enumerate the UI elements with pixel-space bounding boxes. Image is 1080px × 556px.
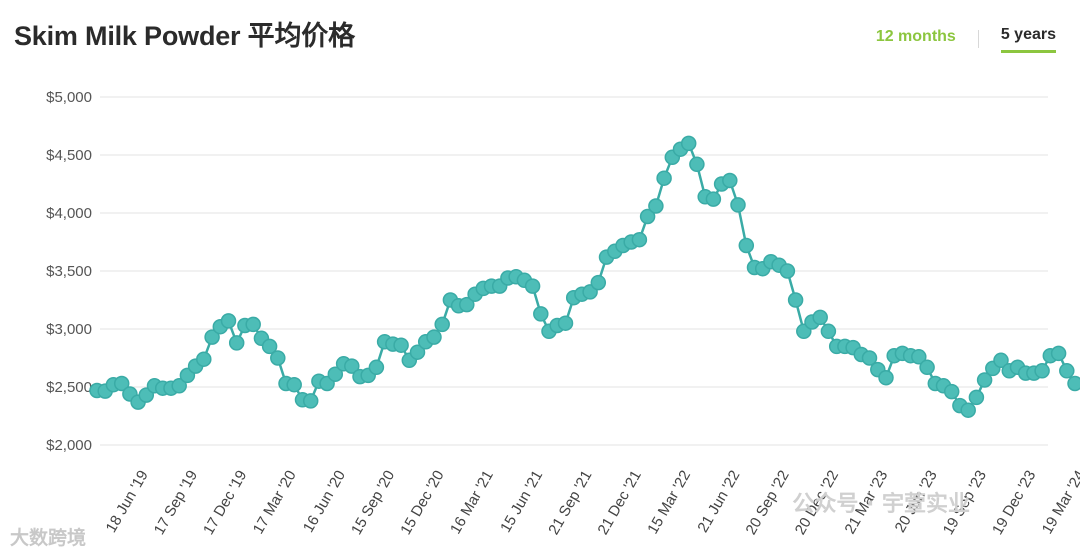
x-tick-label: 19 Mar '24 bbox=[1039, 468, 1080, 537]
data-point bbox=[1067, 375, 1080, 392]
y-tick-label: $5,000 bbox=[46, 89, 92, 106]
data-point bbox=[911, 349, 927, 365]
data-point bbox=[779, 263, 796, 279]
x-tick-label: 17 Sep '19 bbox=[151, 468, 201, 538]
data-point bbox=[639, 208, 656, 225]
tab-12-months[interactable]: 12 months bbox=[875, 27, 956, 45]
data-point bbox=[1050, 345, 1067, 362]
grid-lines bbox=[100, 96, 1048, 446]
watermark-left: 大数跨境 bbox=[10, 527, 87, 549]
data-point bbox=[368, 359, 385, 376]
x-tick-label: 17 Mar '20 bbox=[250, 468, 300, 537]
data-point bbox=[680, 135, 697, 152]
data-point bbox=[113, 375, 130, 392]
data-point bbox=[878, 369, 894, 386]
x-tick-label: 16 Jun '20 bbox=[300, 468, 349, 536]
data-point bbox=[943, 383, 960, 400]
data-point bbox=[1059, 363, 1075, 379]
data-point bbox=[245, 316, 261, 333]
data-point bbox=[459, 296, 475, 313]
data-point bbox=[648, 198, 664, 214]
data-point bbox=[656, 170, 672, 186]
data-point bbox=[196, 351, 212, 367]
page-title: Skim Milk Powder 平均价格 bbox=[14, 21, 355, 51]
data-point bbox=[220, 313, 237, 329]
x-tick-label: 18 Jun '19 bbox=[103, 468, 152, 536]
y-tick-label: $2,000 bbox=[46, 437, 92, 454]
data-point bbox=[533, 306, 549, 322]
data-point bbox=[409, 344, 426, 360]
y-tick-label: $3,500 bbox=[46, 263, 92, 280]
watermark-right: 公众号 · 宇萱实业 bbox=[792, 492, 970, 517]
data-point bbox=[631, 231, 648, 248]
price-data-points bbox=[89, 135, 1080, 418]
x-tick-label: 17 Dec '19 bbox=[200, 468, 250, 538]
data-point bbox=[270, 350, 286, 366]
data-point bbox=[976, 372, 993, 388]
data-point bbox=[590, 274, 607, 291]
x-tick-label: 21 Sep '21 bbox=[545, 468, 595, 538]
tab-divider bbox=[977, 29, 979, 48]
data-point bbox=[960, 402, 976, 418]
y-tick-label: $3,000 bbox=[46, 321, 92, 338]
data-point bbox=[171, 378, 187, 394]
data-point bbox=[524, 278, 541, 294]
tab-5-years[interactable]: 5 years bbox=[1000, 24, 1056, 53]
data-point bbox=[228, 335, 245, 351]
y-tick-label: $4,000 bbox=[46, 205, 92, 222]
data-point bbox=[730, 197, 746, 213]
x-tick-label: 16 Mar '21 bbox=[447, 468, 497, 537]
data-point bbox=[787, 292, 804, 308]
data-point bbox=[1034, 363, 1050, 379]
data-point bbox=[919, 359, 935, 376]
data-point bbox=[861, 350, 878, 366]
data-point bbox=[689, 156, 705, 173]
x-tick-label: 15 Dec '20 bbox=[397, 468, 447, 538]
data-point bbox=[820, 323, 837, 340]
data-point bbox=[434, 316, 450, 333]
data-point bbox=[393, 337, 409, 353]
data-point bbox=[426, 329, 442, 345]
x-tick-label: 19 Dec '23 bbox=[989, 468, 1039, 538]
data-point bbox=[344, 358, 360, 374]
period-tabs: 12 months 5 years bbox=[876, 24, 1056, 53]
x-tick-label: 21 Jun '22 bbox=[694, 468, 743, 536]
y-tick-label: $2,500 bbox=[46, 379, 92, 396]
data-point bbox=[302, 393, 319, 409]
data-point bbox=[557, 315, 574, 331]
data-point bbox=[993, 352, 1009, 369]
data-point bbox=[812, 309, 828, 326]
data-point bbox=[327, 366, 344, 382]
data-point bbox=[722, 172, 738, 189]
x-tick-label: 15 Mar '22 bbox=[644, 468, 694, 537]
x-tick-label: 15 Sep '20 bbox=[348, 468, 398, 538]
data-point bbox=[705, 191, 722, 207]
data-point bbox=[738, 237, 755, 254]
data-point bbox=[204, 329, 220, 345]
y-tick-label: $4,500 bbox=[46, 147, 92, 164]
x-tick-label: 15 Jun '21 bbox=[497, 468, 546, 536]
data-point bbox=[286, 376, 302, 393]
x-tick-label: 20 Sep '22 bbox=[742, 468, 792, 538]
y-axis-tick-labels: $2,000 $2,500 $3,000 $3,500 $4,000 $4,500 $5,0… bbox=[46, 89, 92, 454]
data-point bbox=[968, 389, 985, 406]
x-tick-label: 21 Dec '21 bbox=[595, 468, 645, 538]
data-point bbox=[261, 338, 278, 355]
